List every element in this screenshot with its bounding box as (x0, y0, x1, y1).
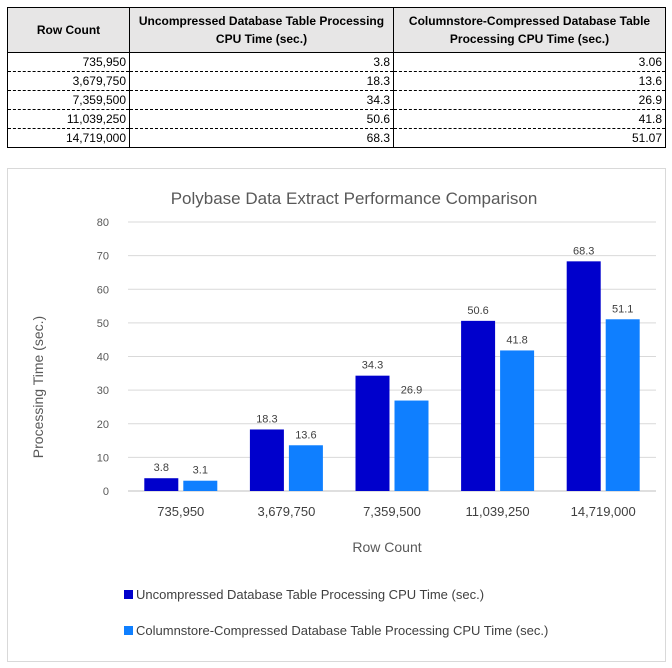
table-row: 11,039,250 50.6 41.8 (7, 109, 666, 129)
legend: Uncompressed Database Table Processing C… (124, 587, 548, 638)
y-tick-label: 80 (97, 217, 109, 229)
cell-row-count: 7,359,500 (7, 90, 130, 110)
legend-label: Columnstore-Compressed Database Table Pr… (136, 623, 548, 638)
table-header-row: Row Count Uncompressed Database Table Pr… (7, 7, 666, 53)
x-tick-label: 735,950 (157, 504, 204, 519)
cell-row-count: 14,719,000 (7, 128, 130, 148)
bar-columnstore (183, 480, 218, 491)
table-row: 3,679,750 18.3 13.6 (7, 71, 666, 91)
x-tick-label: 11,039,250 (466, 504, 530, 519)
legend-swatch (124, 626, 133, 635)
header-row-count: Row Count (7, 7, 130, 53)
bar-columnstore (394, 400, 429, 491)
x-tick-label: 14,719,000 (571, 504, 636, 519)
cell-uncompressed: 68.3 (129, 128, 394, 148)
legend-label: Uncompressed Database Table Processing C… (136, 587, 484, 602)
bar-uncompressed (355, 375, 390, 491)
data-label: 34.3 (362, 360, 383, 372)
data-label: 50.6 (467, 305, 488, 317)
data-label: 41.8 (506, 334, 527, 346)
cell-row-count: 3,679,750 (7, 71, 130, 91)
y-tick-label: 50 (97, 318, 109, 330)
bar-columnstore (605, 319, 640, 491)
cell-columnstore: 26.9 (393, 90, 666, 110)
cell-uncompressed: 3.8 (129, 52, 394, 72)
cell-uncompressed: 34.3 (129, 90, 394, 110)
bar-columnstore (500, 350, 535, 491)
data-label: 51.1 (612, 303, 633, 315)
x-tick-label: 7,359,500 (363, 504, 421, 519)
y-tick-label: 60 (97, 284, 109, 296)
bars (144, 261, 640, 491)
bar-uncompressed (144, 478, 179, 491)
data-label: 18.3 (256, 413, 277, 425)
header-uncompressed: Uncompressed Database Table Processing C… (129, 7, 394, 53)
bar-columnstore (288, 445, 323, 491)
bar-uncompressed (461, 320, 496, 491)
data-label: 68.3 (573, 245, 594, 257)
data-label: 26.9 (401, 385, 422, 397)
cell-columnstore: 3.06 (393, 52, 666, 72)
cell-uncompressed: 50.6 (129, 109, 394, 129)
x-tick-label: 3,679,750 (257, 504, 315, 519)
y-axis-label: Processing Time (sec.) (30, 316, 46, 458)
y-tick-label: 10 (97, 452, 109, 464)
x-axis-label: Row Count (352, 539, 421, 555)
table-row: 735,950 3.8 3.06 (7, 52, 666, 72)
header-columnstore: Columnstore-Compressed Database Table Pr… (393, 7, 666, 53)
cell-uncompressed: 18.3 (129, 71, 394, 91)
table-row: 14,719,000 68.3 51.07 (7, 128, 666, 148)
y-tick-label: 70 (97, 251, 109, 263)
y-tick-label: 40 (97, 352, 109, 364)
chart-title: Polybase Data Extract Performance Compar… (171, 189, 538, 208)
bar-uncompressed (249, 429, 284, 491)
data-labels: 3.8 3.1 18.3 13.6 34.3 26.9 50.6 41.8 68.3 51.1 (154, 245, 634, 476)
bar-chart: Polybase Data Extract Performance Compar… (30, 189, 656, 638)
data-label: 13.6 (295, 429, 316, 441)
cell-row-count: 735,950 (7, 52, 130, 72)
data-label: 3.1 (193, 465, 208, 477)
bar-uncompressed (566, 261, 601, 491)
chart-container: Polybase Data Extract Performance Compar… (7, 168, 666, 662)
gridlines (128, 221, 656, 492)
legend-swatch (124, 590, 133, 599)
y-tick-label: 20 (97, 419, 109, 431)
cell-columnstore: 51.07 (393, 128, 666, 148)
cell-columnstore: 13.6 (393, 71, 666, 91)
data-label: 3.8 (154, 462, 169, 474)
table-row: 7,359,500 34.3 26.9 (7, 90, 666, 110)
data-table: Row Count Uncompressed Database Table Pr… (7, 7, 666, 148)
y-tick-label: 30 (97, 385, 109, 397)
y-tick-label: 0 (103, 486, 109, 498)
tick-labels: 0 10 20 30 40 50 60 70 80 735,950 3,679,750 7,359,5… (97, 217, 636, 519)
cell-columnstore: 41.8 (393, 109, 666, 129)
cell-row-count: 11,039,250 (7, 109, 130, 129)
